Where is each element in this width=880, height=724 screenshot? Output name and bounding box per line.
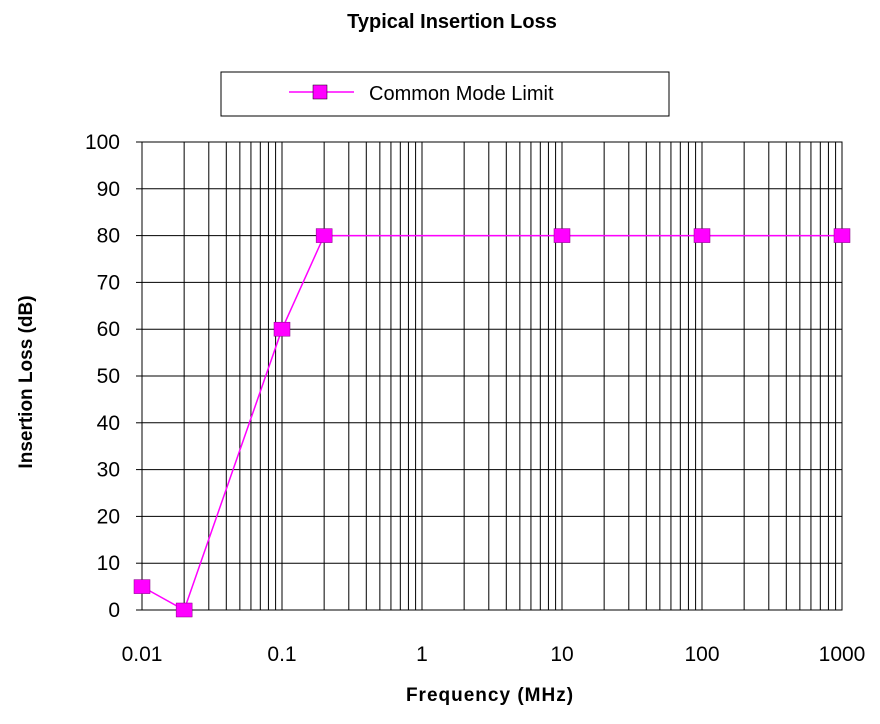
y-tick-label: 80 xyxy=(97,225,120,248)
x-axis-title: Frequency (MHz) xyxy=(406,685,574,706)
y-axis-title: Insertion Loss (dB) xyxy=(16,295,37,468)
legend-label: Common Mode Limit xyxy=(369,83,554,105)
data-point-marker xyxy=(693,228,711,243)
grid xyxy=(141,141,842,611)
x-tick-label: 1000 xyxy=(819,643,866,666)
x-tick-label: 10 xyxy=(550,643,573,666)
y-tick-label: 90 xyxy=(97,178,120,201)
y-tick-label: 20 xyxy=(97,505,120,528)
x-tick-label: 100 xyxy=(684,643,719,666)
y-tick-label: 100 xyxy=(85,131,120,154)
y-tick-label: 0 xyxy=(108,599,120,622)
y-tick-label: 60 xyxy=(97,318,120,341)
legend: Common Mode Limit xyxy=(220,71,670,117)
x-tick-label: 1 xyxy=(416,643,428,666)
series-layer xyxy=(133,228,851,618)
data-point-marker xyxy=(133,579,151,594)
x-axis-ticks: 0.01 0.1 1 10 100 1000 xyxy=(122,643,866,666)
data-point-marker xyxy=(175,602,193,618)
y-tick-label: 70 xyxy=(97,271,120,294)
chart-title: Typical Insertion Loss xyxy=(347,11,557,33)
data-point-marker xyxy=(273,321,291,337)
data-point-marker xyxy=(833,228,851,243)
y-tick-label: 30 xyxy=(97,459,120,482)
legend-box xyxy=(220,71,670,117)
x-tick-label: 0.1 xyxy=(267,643,296,666)
legend-marker-swatch xyxy=(312,84,328,100)
y-tick-label: 50 xyxy=(97,365,120,388)
data-point-marker xyxy=(553,228,571,243)
data-point-marker xyxy=(315,228,333,243)
x-tick-label: 0.01 xyxy=(122,643,163,666)
y-tick-label: 10 xyxy=(97,552,120,575)
y-tick-label: 40 xyxy=(97,412,120,435)
y-axis-ticks: 0 10 20 30 40 50 60 70 80 90 100 xyxy=(85,131,142,622)
